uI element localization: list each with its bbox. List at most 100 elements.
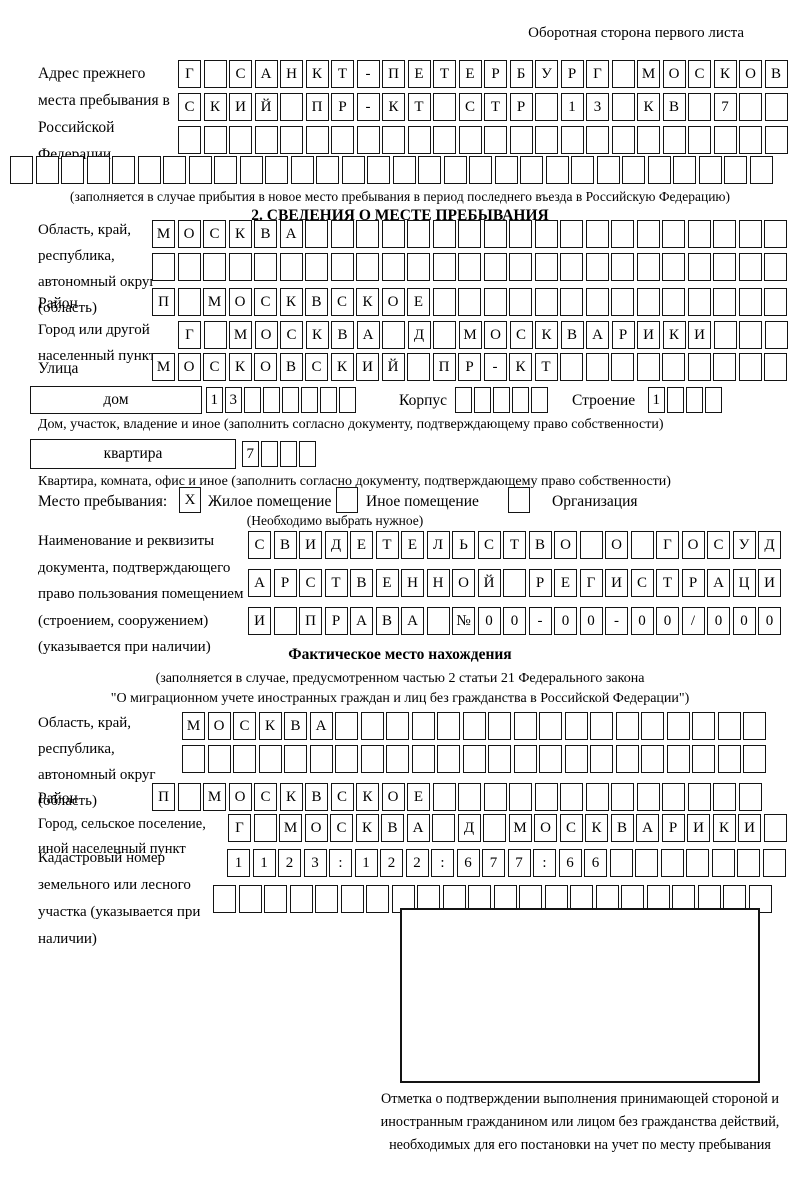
char-cell[interactable]: У: [732, 531, 756, 559]
char-cell[interactable]: [662, 253, 685, 281]
char-cell[interactable]: Т: [407, 93, 431, 121]
char-cell[interactable]: [611, 783, 634, 811]
char-cell[interactable]: [560, 353, 583, 381]
char-cell[interactable]: [320, 387, 337, 413]
char-cell[interactable]: [458, 288, 481, 316]
char-cell[interactable]: -: [356, 93, 380, 121]
char-cell[interactable]: 0: [732, 607, 756, 635]
char-cell[interactable]: Е: [458, 60, 482, 88]
char-cell[interactable]: [509, 783, 532, 811]
char-cell[interactable]: [743, 745, 766, 773]
char-cell[interactable]: [254, 253, 277, 281]
char-cell[interactable]: Т: [433, 60, 456, 88]
char-cell[interactable]: С: [248, 531, 271, 559]
char-cell[interactable]: М: [279, 814, 302, 842]
char-cell[interactable]: А: [356, 321, 380, 349]
char-cell[interactable]: [686, 387, 703, 413]
char-cell[interactable]: Г: [178, 60, 201, 88]
char-cell[interactable]: [611, 60, 635, 88]
char-cell[interactable]: С: [233, 712, 256, 740]
char-cell[interactable]: [509, 126, 533, 154]
char-cell[interactable]: -: [605, 607, 628, 635]
char-cell[interactable]: 1: [560, 93, 584, 121]
char-cell[interactable]: [280, 93, 303, 121]
char-cell[interactable]: 0: [503, 607, 526, 635]
char-cell[interactable]: Е: [401, 531, 424, 559]
char-cell[interactable]: Р: [324, 607, 348, 635]
char-cell[interactable]: Б: [509, 60, 533, 88]
char-cell[interactable]: К: [382, 93, 405, 121]
char-cell[interactable]: [305, 220, 328, 248]
char-cell[interactable]: 0: [758, 607, 781, 635]
char-cell[interactable]: [635, 849, 658, 877]
char-cell[interactable]: [188, 156, 212, 184]
char-cell[interactable]: 7: [507, 849, 531, 877]
char-cell[interactable]: [280, 441, 297, 467]
char-cell[interactable]: [432, 783, 456, 811]
char-cell[interactable]: В: [284, 712, 307, 740]
char-cell[interactable]: [458, 783, 481, 811]
char-cell[interactable]: 1: [227, 849, 250, 877]
char-cell[interactable]: [724, 156, 747, 184]
char-cell[interactable]: С: [299, 569, 322, 597]
char-cell[interactable]: [203, 60, 227, 88]
char-cell[interactable]: [711, 849, 735, 877]
char-cell[interactable]: Г: [178, 321, 201, 349]
char-cell[interactable]: [305, 126, 329, 154]
char-cell[interactable]: С: [254, 783, 277, 811]
char-cell[interactable]: [622, 156, 645, 184]
char-cell[interactable]: [432, 220, 456, 248]
char-cell[interactable]: В: [350, 569, 373, 597]
char-cell[interactable]: [137, 156, 161, 184]
char-cell[interactable]: [474, 387, 491, 413]
char-cell[interactable]: [713, 288, 736, 316]
char-cell[interactable]: [366, 885, 389, 913]
char-cell[interactable]: Т: [656, 569, 679, 597]
char-cell[interactable]: Р: [661, 814, 685, 842]
char-cell[interactable]: [462, 745, 486, 773]
char-cell[interactable]: Ц: [732, 569, 756, 597]
char-cell[interactable]: [534, 220, 558, 248]
char-cell[interactable]: [647, 156, 671, 184]
char-cell[interactable]: [535, 126, 558, 154]
char-cell[interactable]: [305, 253, 328, 281]
char-cell[interactable]: [407, 126, 431, 154]
char-cell[interactable]: [484, 126, 507, 154]
char-cell[interactable]: [739, 321, 762, 349]
char-cell[interactable]: [579, 531, 603, 559]
char-cell[interactable]: 0: [707, 607, 730, 635]
char-cell[interactable]: Р: [458, 353, 481, 381]
char-cell[interactable]: [432, 253, 456, 281]
char-cell[interactable]: П: [305, 93, 329, 121]
char-cell[interactable]: [443, 156, 467, 184]
char-cell[interactable]: [705, 387, 722, 413]
char-cell[interactable]: Р: [681, 569, 705, 597]
char-cell[interactable]: О: [484, 321, 507, 349]
char-cell[interactable]: О: [304, 814, 328, 842]
char-cell[interactable]: О: [681, 531, 705, 559]
char-cell[interactable]: 0: [630, 607, 654, 635]
char-cell[interactable]: 0: [656, 607, 679, 635]
char-cell[interactable]: [531, 387, 548, 413]
char-cell[interactable]: 7: [242, 441, 259, 467]
char-cell[interactable]: В: [305, 288, 328, 316]
char-cell[interactable]: С: [330, 288, 354, 316]
char-cell[interactable]: [662, 220, 685, 248]
char-cell[interactable]: И: [637, 321, 660, 349]
char-cell[interactable]: -: [483, 353, 507, 381]
oblast-row-2[interactable]: [152, 253, 787, 281]
char-cell[interactable]: Д: [457, 814, 481, 842]
char-cell[interactable]: 0: [477, 607, 501, 635]
char-cell[interactable]: [590, 712, 613, 740]
char-cell[interactable]: [469, 156, 492, 184]
char-cell[interactable]: [301, 387, 318, 413]
char-cell[interactable]: М: [203, 783, 226, 811]
char-cell[interactable]: [112, 156, 135, 184]
char-cell[interactable]: [203, 321, 227, 349]
char-cell[interactable]: [309, 745, 333, 773]
char-cell[interactable]: [509, 253, 532, 281]
char-cell[interactable]: И: [299, 531, 322, 559]
char-cell[interactable]: [10, 156, 33, 184]
